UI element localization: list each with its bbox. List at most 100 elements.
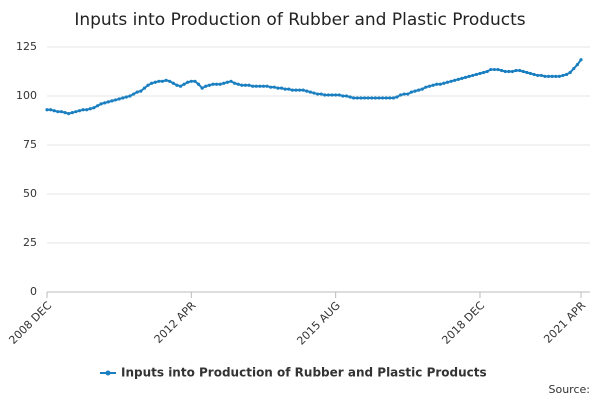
point xyxy=(49,108,53,112)
point xyxy=(485,69,489,74)
point xyxy=(110,99,114,103)
point xyxy=(85,108,89,112)
point xyxy=(247,83,251,87)
point xyxy=(312,91,316,95)
point xyxy=(269,85,273,89)
point xyxy=(254,84,258,88)
point xyxy=(561,73,565,78)
point xyxy=(297,88,302,92)
point xyxy=(427,84,432,88)
point xyxy=(45,108,49,112)
point xyxy=(135,90,139,94)
point xyxy=(445,80,450,84)
point xyxy=(214,82,219,86)
y-tick-label: 25 xyxy=(23,236,37,249)
point xyxy=(366,96,370,100)
point xyxy=(316,92,320,96)
chart-title: Inputs into Production of Rubber and Pla… xyxy=(74,10,525,30)
point xyxy=(575,63,579,67)
y-tick-label: 50 xyxy=(23,187,37,200)
point xyxy=(276,86,280,90)
point xyxy=(539,73,543,78)
point xyxy=(521,69,525,74)
point xyxy=(510,69,515,74)
point xyxy=(207,83,211,87)
point xyxy=(359,96,363,100)
point xyxy=(388,96,392,100)
point xyxy=(500,68,504,73)
point xyxy=(236,82,240,86)
point xyxy=(229,79,233,83)
point xyxy=(193,79,197,83)
point xyxy=(251,84,255,88)
point xyxy=(81,108,85,112)
point xyxy=(222,81,226,85)
point xyxy=(514,68,518,73)
point xyxy=(564,72,569,77)
point xyxy=(131,92,136,96)
point xyxy=(52,109,56,113)
point xyxy=(550,74,554,78)
point xyxy=(240,83,244,87)
point xyxy=(63,111,67,115)
point xyxy=(225,80,230,84)
point xyxy=(113,98,118,102)
source: Source: xyxy=(549,383,591,396)
point xyxy=(160,79,165,83)
point xyxy=(294,88,298,92)
point xyxy=(290,88,294,92)
x-tick-label: 2012 APR xyxy=(152,299,199,346)
point xyxy=(460,76,464,80)
point xyxy=(146,83,150,87)
point xyxy=(395,95,399,99)
point xyxy=(532,72,536,77)
point xyxy=(258,84,262,88)
point xyxy=(413,89,417,93)
point xyxy=(265,84,269,88)
point xyxy=(196,82,201,86)
point xyxy=(481,70,486,75)
point xyxy=(117,97,121,101)
point xyxy=(402,92,406,96)
point xyxy=(449,79,453,83)
point xyxy=(463,75,468,79)
point xyxy=(218,82,222,86)
point xyxy=(279,86,284,90)
point xyxy=(370,96,374,100)
point xyxy=(261,84,266,88)
point xyxy=(467,74,471,78)
point xyxy=(74,110,78,114)
point xyxy=(442,81,446,85)
x-tick-label: 2015 AUG xyxy=(294,299,343,348)
point xyxy=(431,83,435,87)
point xyxy=(178,84,183,88)
point xyxy=(536,73,540,78)
point xyxy=(438,82,442,86)
x-tick-label: 2021 APR xyxy=(541,299,588,346)
point xyxy=(153,80,157,84)
y-tick-label: 75 xyxy=(23,138,37,151)
point xyxy=(128,94,132,98)
point xyxy=(168,79,172,83)
point xyxy=(106,100,110,104)
point xyxy=(568,70,572,75)
point xyxy=(525,70,529,75)
point xyxy=(474,72,478,77)
point xyxy=(453,78,457,82)
point xyxy=(528,71,533,76)
point xyxy=(373,96,377,100)
point xyxy=(283,87,287,91)
point xyxy=(233,81,237,85)
point xyxy=(308,90,312,94)
point xyxy=(492,67,497,72)
point xyxy=(420,87,424,91)
point xyxy=(478,71,482,76)
point xyxy=(435,82,439,86)
point xyxy=(95,104,100,108)
legend-marker xyxy=(105,370,111,376)
point xyxy=(139,89,143,93)
point xyxy=(471,73,475,78)
point xyxy=(171,81,175,85)
point xyxy=(150,81,154,85)
